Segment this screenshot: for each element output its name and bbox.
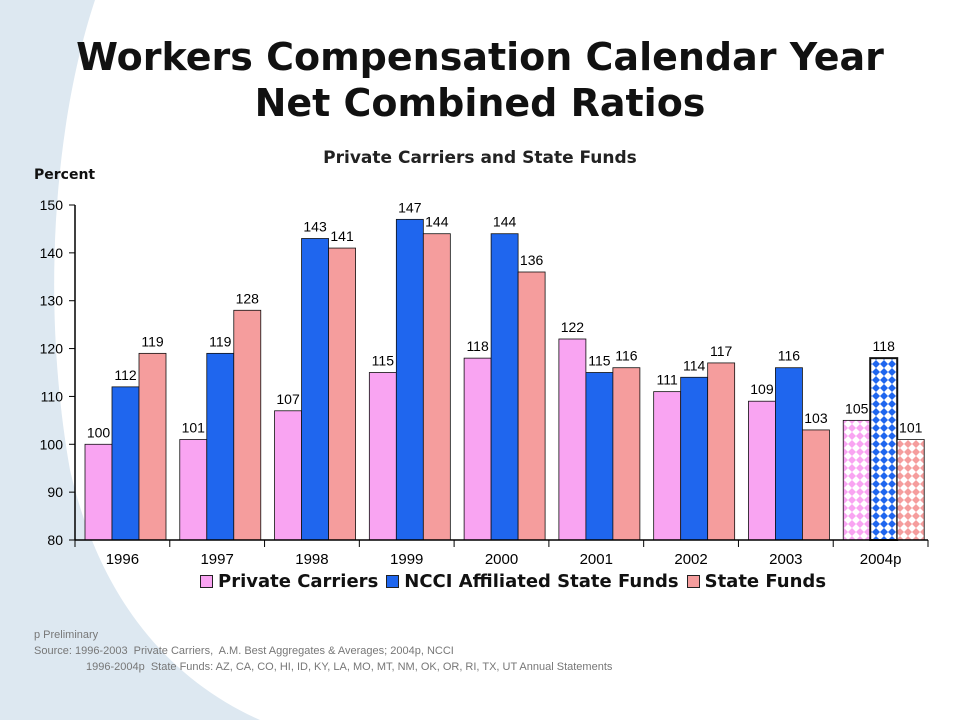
data-label: 111 xyxy=(657,372,678,388)
data-label: 114 xyxy=(683,357,706,373)
x-tick-label: 2003 xyxy=(769,551,802,568)
data-label: 100 xyxy=(87,424,111,440)
bar-ncci-affiliated-state-funds-2000 xyxy=(490,233,519,541)
bar-private-carriers-2003 xyxy=(748,400,776,541)
legend-item-state-funds: State Funds xyxy=(686,570,827,592)
bar-state-funds-2001 xyxy=(612,367,641,541)
footnote-preliminary: p Preliminary xyxy=(34,629,99,641)
bar-state-funds-2002 xyxy=(707,362,736,541)
data-label: 118 xyxy=(466,338,489,354)
legend-swatch-state-funds xyxy=(686,574,700,588)
bar-ncci-affiliated-state-funds-1998 xyxy=(301,238,329,541)
bar-state-funds-1997 xyxy=(233,309,262,541)
legend-item-private-carriers: Private Carriers xyxy=(200,571,378,592)
bar-state-funds-1998 xyxy=(328,247,356,541)
bar-private-carriers-2000 xyxy=(463,357,492,541)
bar-ncci-affiliated-state-funds-2002 xyxy=(680,376,709,541)
data-label: 144 xyxy=(425,214,449,230)
x-tick-label: 1997 xyxy=(200,551,233,568)
x-tick-label: 2000 xyxy=(485,551,518,568)
bar-private-carriers-2004p xyxy=(842,419,871,541)
background-swoosh-shape xyxy=(0,0,260,720)
data-label: 101 xyxy=(182,420,206,436)
bar-private-carriers-1997 xyxy=(179,439,208,541)
bar-private-carriers-2001 xyxy=(558,338,587,541)
x-tick-label: 1998 xyxy=(295,551,328,568)
chart-legend: Private Carriers NCCI Affiliated State F… xyxy=(200,570,834,592)
chart-title-line-1: Workers Compensation Calendar Year xyxy=(76,35,884,79)
y-axis-label: Percent xyxy=(34,167,96,183)
data-label: 115 xyxy=(372,353,395,369)
footnote-source-line-2: 1996-2004p State Funds: AZ, CA, CO, HI, … xyxy=(86,661,613,673)
bar-state-funds-2000 xyxy=(517,271,546,541)
legend-label-ncci-affiliated: NCCI Affiliated State Funds xyxy=(404,570,679,592)
bar-ncci-affiliated-state-funds-2001 xyxy=(585,372,614,541)
bar-state-funds-1999 xyxy=(422,233,451,541)
legend-item-ncci-affiliated: NCCI Affiliated State Funds xyxy=(386,570,679,592)
legend-swatch-private-carriers xyxy=(200,574,213,588)
bar-ncci-affiliated-state-funds-1996 xyxy=(111,386,140,541)
bar-state-funds-1996 xyxy=(138,352,167,541)
y-tick-label: 140 xyxy=(40,245,64,261)
data-label: 136 xyxy=(520,252,544,268)
legend-swatch-ncci-affiliated xyxy=(386,574,400,588)
x-tick-label: 1996 xyxy=(106,551,139,568)
data-label: 107 xyxy=(276,391,300,407)
data-label: 119 xyxy=(209,333,232,349)
bar-ncci-affiliated-state-funds-1999 xyxy=(395,218,424,541)
data-label: 128 xyxy=(236,290,260,306)
chart-subtitle: Private Carriers and State Funds xyxy=(323,148,637,168)
x-tick-label: 2001 xyxy=(580,551,613,568)
bar-private-carriers-2002 xyxy=(653,391,682,541)
data-label: 147 xyxy=(398,199,422,215)
chart-title-line-2: Net Combined Ratios xyxy=(254,81,706,125)
bar-state-funds-2004p xyxy=(896,439,925,541)
data-label: 118 xyxy=(873,338,896,354)
data-label: 119 xyxy=(141,333,164,349)
legend-label-private-carriers: Private Carriers xyxy=(218,570,379,592)
bar-state-funds-2003 xyxy=(802,429,830,541)
bar-private-carriers-1998 xyxy=(274,410,302,541)
y-tick-label: 130 xyxy=(40,293,64,309)
bar-private-carriers-1999 xyxy=(368,372,397,541)
data-label: 117 xyxy=(710,343,733,359)
bar-ncci-affiliated-state-funds-1997 xyxy=(206,352,235,541)
y-tick-label: 100 xyxy=(40,436,64,452)
data-label: 112 xyxy=(114,367,137,383)
footnote-source-line-1: Source: 1996-2003 Private Carriers, A.M.… xyxy=(34,645,454,657)
data-label: 144 xyxy=(493,214,517,230)
y-tick-label: 80 xyxy=(47,532,63,548)
data-label: 101 xyxy=(899,420,923,436)
bar-ncci-affiliated-state-funds-2004p xyxy=(869,357,899,541)
data-label: 105 xyxy=(845,400,869,416)
data-label: 115 xyxy=(588,353,611,369)
y-tick-label: 90 xyxy=(47,484,63,500)
data-label: 103 xyxy=(804,410,828,426)
x-tick-label: 2004p xyxy=(860,551,902,568)
bar-ncci-affiliated-state-funds-2003 xyxy=(775,367,803,541)
data-label: 141 xyxy=(330,228,354,244)
data-label: 143 xyxy=(303,219,327,235)
data-label: 109 xyxy=(750,381,774,397)
data-label: 122 xyxy=(561,319,585,335)
y-tick-label: 150 xyxy=(40,197,64,213)
y-tick-label: 110 xyxy=(41,388,64,404)
x-tick-label: 2002 xyxy=(674,551,707,568)
data-label: 116 xyxy=(615,348,638,364)
x-tick-label: 1999 xyxy=(390,551,423,568)
bar-private-carriers-1996 xyxy=(84,443,113,541)
y-tick-label: 120 xyxy=(40,341,64,357)
legend-label-state-funds: State Funds xyxy=(704,570,827,592)
data-label: 116 xyxy=(778,348,801,364)
